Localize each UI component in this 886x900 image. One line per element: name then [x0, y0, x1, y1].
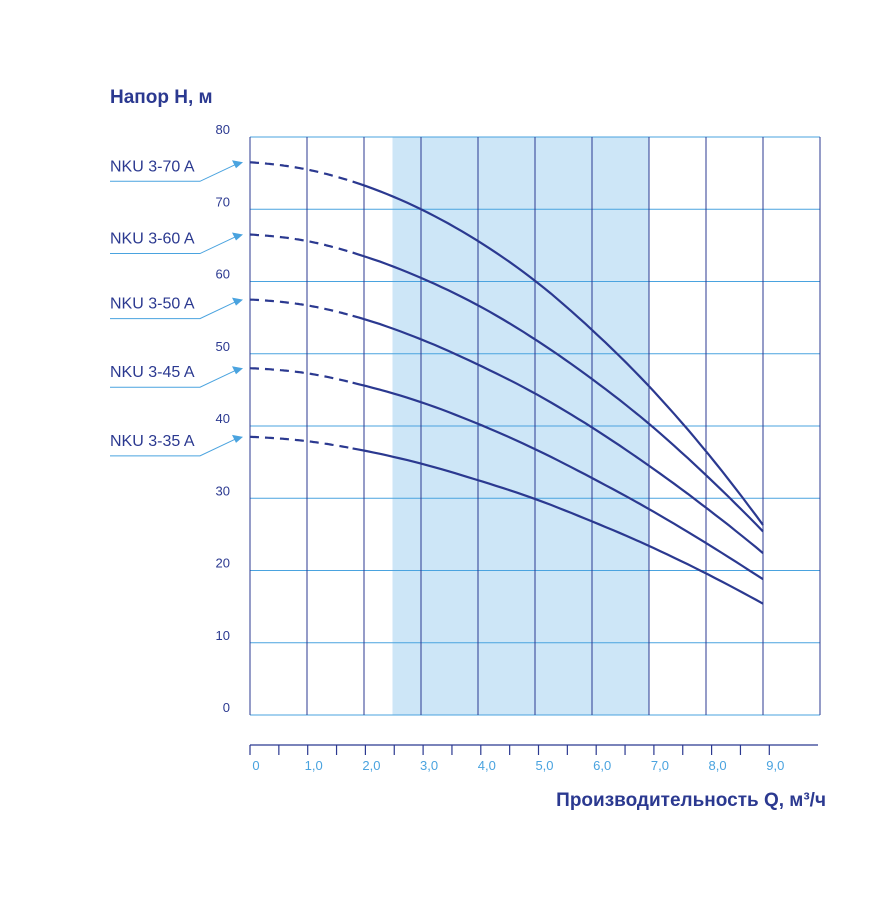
- curve-dashed-segment: [249, 435, 353, 450]
- label-pointer-arrow: [232, 297, 243, 306]
- series-label: NKU 3-35 A: [110, 433, 195, 450]
- y-tick-label: 70: [216, 194, 230, 209]
- series-labels: NKU 3-70 A NKU 3-60 A NKU 3-50 A NKU 3-45 A…: [110, 158, 243, 457]
- curve-solid-segment: [352, 180, 764, 526]
- curve-solid-segment: [352, 381, 764, 581]
- y-axis-ticks: 0 10 20 30 40 50 60 70 80: [216, 122, 230, 715]
- curve-dashed-segment: [249, 298, 353, 317]
- label-pointer-arrow: [232, 434, 243, 443]
- y-tick-label: 50: [216, 339, 230, 354]
- y-tick-label: 0: [223, 700, 230, 715]
- x-tick-label: 4,0: [478, 758, 496, 773]
- x-tick-label: 3,0: [420, 758, 438, 773]
- x-tick-label: 7,0: [651, 758, 669, 773]
- curve-dashed-segment: [249, 161, 353, 183]
- curve-solid-segment: [352, 251, 764, 533]
- y-axis-title: Напор H, м: [110, 87, 213, 108]
- y-tick-label: 30: [216, 483, 230, 498]
- y-tick-label: 80: [216, 122, 230, 137]
- label-pointer-line: [110, 369, 237, 388]
- curve-dashed-segment: [249, 233, 353, 254]
- x-tick-label: 2,0: [362, 758, 380, 773]
- series-label: NKU 3-70 A: [110, 158, 195, 175]
- curve-dashed-segment: [249, 367, 353, 384]
- label-pointer-line: [110, 301, 237, 320]
- y-tick-label: 10: [216, 628, 230, 643]
- series-label: NKU 3-50 A: [110, 296, 195, 313]
- x-tick-label: 9,0: [766, 758, 784, 773]
- x-tick-label: 5,0: [535, 758, 553, 773]
- x-tick-label: 0: [252, 758, 259, 773]
- x-tick-label: 8,0: [709, 758, 727, 773]
- x-tick-label: 1,0: [305, 758, 323, 773]
- curve-solid-segment: [352, 314, 764, 555]
- y-tick-label: 60: [216, 267, 230, 282]
- label-pointer-line: [110, 163, 237, 182]
- grid: [249, 136, 821, 716]
- x-tick-label: 6,0: [593, 758, 611, 773]
- curves: [249, 161, 764, 605]
- y-tick-label: 40: [216, 411, 230, 426]
- x-axis-title: Производительность Q, м³/ч: [556, 790, 826, 811]
- curve-solid-segment: [352, 447, 764, 605]
- label-pointer-arrow: [232, 160, 243, 169]
- y-tick-label: 20: [216, 556, 230, 571]
- label-pointer-arrow: [232, 366, 243, 375]
- label-pointer-line: [110, 236, 237, 255]
- series-label: NKU 3-60 A: [110, 231, 195, 248]
- label-pointer-arrow: [232, 232, 243, 241]
- series-label: NKU 3-45 A: [110, 364, 195, 381]
- x-axis-scale: 0 1,0 2,0 3,0 4,0 5,0 6,0 7,0 8,0 9,0: [249, 744, 818, 773]
- label-pointer-line: [110, 438, 237, 457]
